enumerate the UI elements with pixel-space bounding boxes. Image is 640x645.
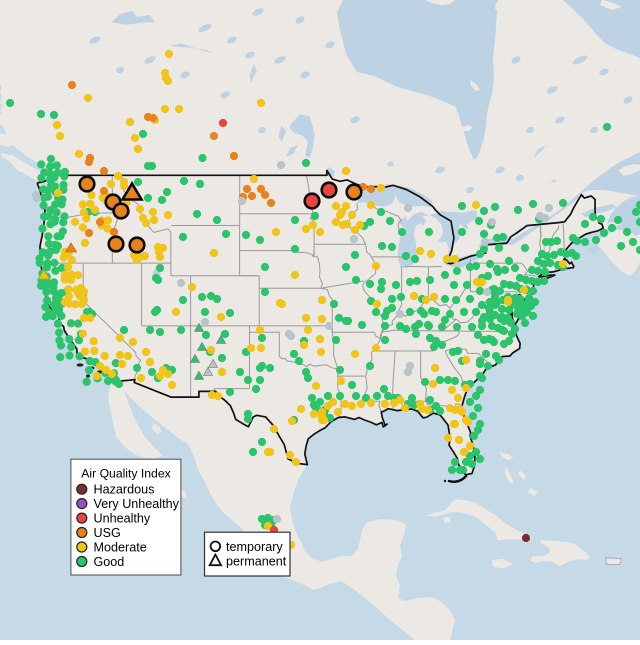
svg-text:Unhealthy: Unhealthy <box>94 511 151 525</box>
svg-text:temporary: temporary <box>226 540 283 554</box>
svg-text:Very Unhealthy: Very Unhealthy <box>94 497 180 511</box>
svg-text:Good: Good <box>94 555 125 569</box>
svg-text:USG: USG <box>94 526 121 540</box>
svg-text:Moderate: Moderate <box>94 540 147 554</box>
svg-text:permanent: permanent <box>226 554 287 568</box>
svg-text:Air Quality Index: Air Quality Index <box>81 467 170 481</box>
svg-text:Hazardous: Hazardous <box>94 483 155 497</box>
